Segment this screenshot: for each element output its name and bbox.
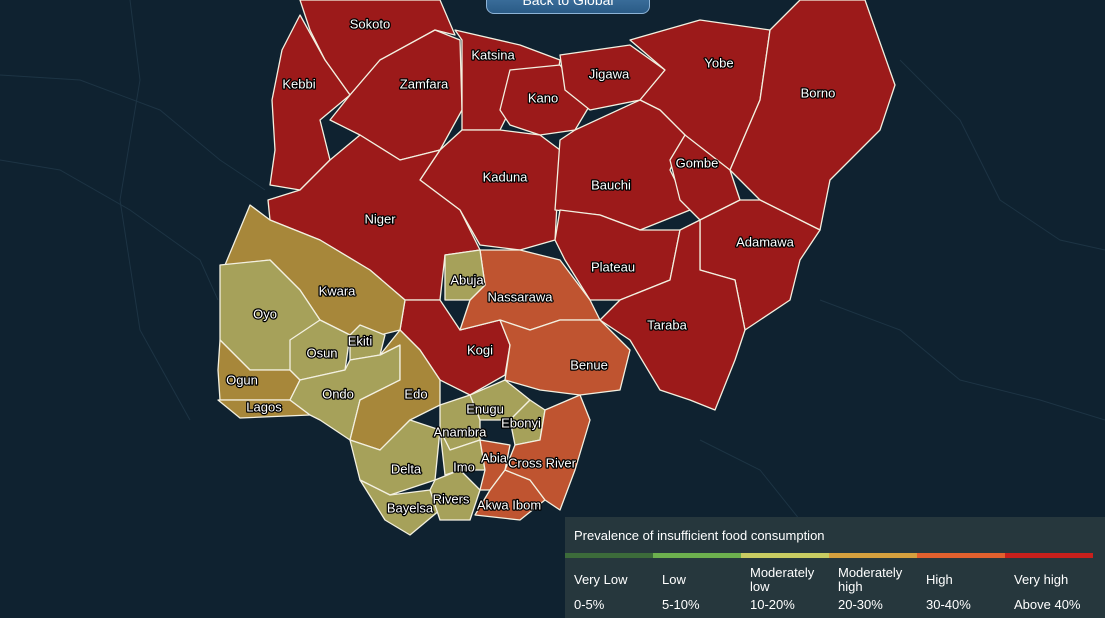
state-label: Osun	[306, 345, 337, 360]
legend-item: Very Low 0-5%	[565, 553, 653, 612]
state-label: Ebonyi	[501, 415, 541, 430]
state-label: Kano	[528, 90, 558, 105]
legend-title: Prevalence of insufficient food consumpt…	[574, 528, 825, 543]
state-label: Sokoto	[350, 16, 390, 31]
state-label: Katsina	[471, 47, 515, 62]
state-label: Ondo	[322, 386, 354, 401]
state-label: Kogi	[467, 342, 493, 357]
legend-swatch	[565, 553, 653, 558]
legend-item: Very high Above 40%	[1005, 553, 1093, 612]
legend-range: 5-10%	[662, 597, 700, 612]
state-label: Benue	[570, 357, 608, 372]
state-label: Yobe	[704, 55, 733, 70]
state-label: Abuja	[450, 272, 484, 287]
state-label: Kaduna	[483, 169, 529, 184]
state-label: Kwara	[319, 283, 357, 298]
legend-label: Very Low	[574, 572, 628, 587]
legend-label: Very high	[1014, 572, 1069, 587]
state-label: Edo	[404, 386, 427, 401]
state-label: Lagos	[246, 399, 282, 414]
states	[217, 0, 896, 536]
legend-label: High	[926, 572, 953, 587]
back-button[interactable]: Back to Global	[486, 0, 650, 14]
state-label: Taraba	[647, 317, 688, 332]
state-label: Ogun	[226, 372, 258, 387]
state-label: Borno	[801, 85, 836, 100]
legend-swatch	[1005, 553, 1093, 558]
state-label: Abia	[481, 450, 508, 465]
state-label: Akwa Ibom	[477, 497, 541, 512]
legend-range: 20-30%	[838, 597, 883, 612]
state-label: Plateau	[591, 259, 635, 274]
state-label: Anambra	[434, 424, 488, 439]
state-label: Adamawa	[736, 234, 795, 249]
state-label: Rivers	[433, 491, 470, 506]
state-label: Niger	[364, 211, 396, 226]
state-region[interactable]	[504, 394, 591, 511]
legend-item: Moderately low 10-20%	[741, 553, 829, 612]
legend-item: Moderately high 20-30%	[829, 553, 917, 612]
legend-range: 0-5%	[574, 597, 605, 612]
legend-item: Low 5-10%	[653, 553, 741, 612]
state-region[interactable]	[444, 249, 486, 301]
state-label: Enugu	[466, 401, 504, 416]
legend-swatch	[829, 553, 917, 558]
state-label: Kebbi	[282, 76, 315, 91]
state-label: Delta	[391, 461, 422, 476]
background-borders	[0, 0, 1105, 561]
legend: Prevalence of insufficient food consumpt…	[565, 517, 1105, 618]
legend-label: Low	[662, 572, 686, 587]
state-region[interactable]	[599, 219, 746, 411]
state-label: Ekiti	[348, 333, 373, 348]
state-label: Jigawa	[589, 66, 630, 81]
state-label: Oyo	[253, 306, 277, 321]
legend-range: 30-40%	[926, 597, 971, 612]
state-labels: Sokoto Kebbi Zamfara Katsina Kano Jigawa Yobe B…	[225, 15, 837, 517]
legend-swatch	[917, 553, 1005, 558]
state-label: Zamfara	[400, 76, 449, 91]
legend-item: High 30-40%	[917, 553, 1005, 612]
legend-label: Moderately high	[838, 565, 903, 594]
state-label: Cross River	[508, 455, 577, 470]
state-label: Gombe	[676, 155, 719, 170]
state-label: Nassarawa	[487, 289, 553, 304]
legend-range: Above 40%	[1014, 597, 1081, 612]
state-label: Bauchi	[591, 177, 631, 192]
state-label: Imo	[453, 459, 475, 474]
state-region[interactable]	[499, 319, 631, 396]
legend-swatch	[653, 553, 741, 558]
state-region[interactable]	[729, 0, 896, 231]
state-region[interactable]	[349, 324, 386, 361]
legend-label: Moderately low	[750, 565, 815, 594]
legend-swatch	[741, 553, 829, 558]
state-label: Bayelsa	[387, 500, 434, 515]
legend-range: 10-20%	[750, 597, 795, 612]
